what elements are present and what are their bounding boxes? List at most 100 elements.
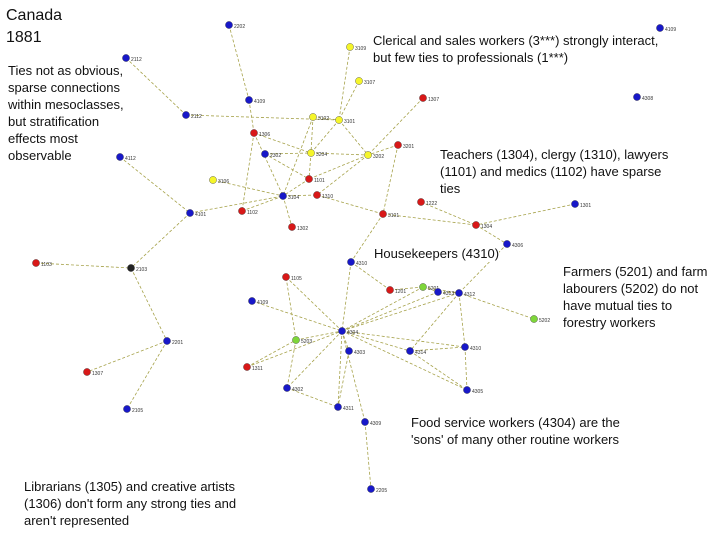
network-node	[245, 96, 253, 104]
network-edge	[337, 350, 350, 408]
network-node	[364, 151, 372, 159]
network-edge	[422, 286, 460, 294]
network-node-label: 3106	[218, 179, 229, 185]
network-edge	[364, 421, 372, 490]
network-node	[417, 198, 425, 206]
network-node-label: 5201	[428, 286, 439, 292]
network-node	[386, 286, 394, 294]
network-node	[463, 386, 471, 394]
network-node-label: 2103	[136, 267, 147, 273]
network-node-label: 4312	[464, 292, 475, 298]
network-edge	[310, 152, 369, 156]
network-edge	[341, 291, 439, 332]
network-node-label: 2205	[376, 488, 387, 494]
network-node	[347, 258, 355, 266]
network-node	[279, 192, 287, 200]
network-node-label: 1103	[41, 262, 52, 268]
network-edge	[312, 116, 340, 121]
network-node	[379, 210, 387, 218]
network-edge	[475, 203, 576, 226]
network-node	[225, 21, 233, 29]
annotation-clerical: Clerical and sales workers (3***) strong…	[373, 33, 659, 65]
network-edge	[308, 154, 369, 180]
network-edge	[341, 330, 411, 352]
network-node-label: 1102	[247, 210, 258, 216]
network-node-label: 1310	[322, 194, 333, 200]
network-node-label: 4310	[470, 346, 481, 352]
network-node-label: 3102	[318, 116, 329, 122]
network-node	[334, 403, 342, 411]
network-edge	[341, 330, 366, 423]
network-node-label: 5203	[301, 339, 312, 345]
network-node-label: 1307	[92, 371, 103, 377]
network-edge	[285, 276, 297, 341]
network-node-label: 4109	[665, 27, 676, 33]
network-edge	[409, 346, 466, 352]
network-node-label: 1304	[481, 224, 492, 230]
network-edge	[228, 24, 250, 101]
network-node-label: 4302	[292, 387, 303, 393]
network-node-label: 2112	[131, 57, 142, 63]
network-node-label: 3101	[344, 119, 355, 125]
network-edge	[126, 340, 168, 410]
network-node	[355, 77, 363, 85]
network-edge	[248, 99, 255, 134]
network-node	[283, 384, 291, 392]
network-node-label: 4308	[642, 96, 653, 102]
network-node	[346, 43, 354, 51]
network-node	[406, 347, 414, 355]
title-year: 1881	[6, 29, 42, 46]
network-edge	[282, 194, 318, 197]
network-edge	[286, 387, 339, 408]
network-node	[338, 327, 346, 335]
title-country: Canada	[6, 7, 63, 24]
network-edge	[350, 261, 391, 291]
network-node-label: 4314	[415, 350, 426, 356]
network-edge	[409, 350, 468, 391]
network-edge	[264, 152, 312, 155]
network-node-label: 4306	[512, 243, 523, 249]
network-edge	[341, 286, 424, 332]
network-node	[307, 149, 315, 157]
network-edge	[338, 46, 351, 121]
network-node	[571, 200, 579, 208]
network-node-label: 1105	[291, 276, 302, 282]
network-node-label: 1311	[252, 366, 263, 372]
network-node-label: 4109	[254, 99, 265, 105]
network-node	[394, 141, 402, 149]
network-edge	[241, 132, 255, 212]
network-node-label: 3204	[316, 152, 327, 158]
network-edge	[341, 292, 460, 332]
network-node	[122, 54, 130, 62]
network-edge	[338, 119, 369, 156]
network-edge	[367, 97, 424, 156]
network-node	[250, 129, 258, 137]
annotation-food-service: Food service workers (4304) are the 'son…	[411, 415, 620, 447]
network-node	[182, 111, 190, 119]
network-edge	[409, 292, 460, 352]
network-edge	[189, 195, 284, 214]
network-node-label: 2202	[234, 24, 245, 30]
network-node-label: 4109	[257, 300, 268, 306]
network-edge	[316, 194, 384, 215]
network-node	[288, 223, 296, 231]
network-edge	[286, 339, 297, 389]
network-edge	[316, 154, 369, 196]
network-node	[503, 240, 511, 248]
network-node	[313, 191, 321, 199]
network-node-label: 4313	[443, 291, 454, 297]
network-node	[209, 176, 217, 184]
network-node-label: 5202	[539, 318, 550, 324]
network-node-label: 2112	[191, 114, 202, 120]
network-node-label: 4112	[125, 156, 136, 162]
annotation-ties: Ties not as obvious, sparse connections …	[8, 63, 124, 163]
network-node-label: 4304	[347, 330, 358, 336]
annotation-housekeepers: Housekeepers (4310)	[374, 245, 500, 262]
network-node	[367, 485, 375, 493]
network-node-label: 2201	[172, 340, 183, 346]
network-edge	[337, 330, 343, 408]
network-edge	[464, 346, 468, 391]
network-node	[530, 315, 538, 323]
network-edge	[475, 224, 508, 245]
network-node	[116, 153, 124, 161]
